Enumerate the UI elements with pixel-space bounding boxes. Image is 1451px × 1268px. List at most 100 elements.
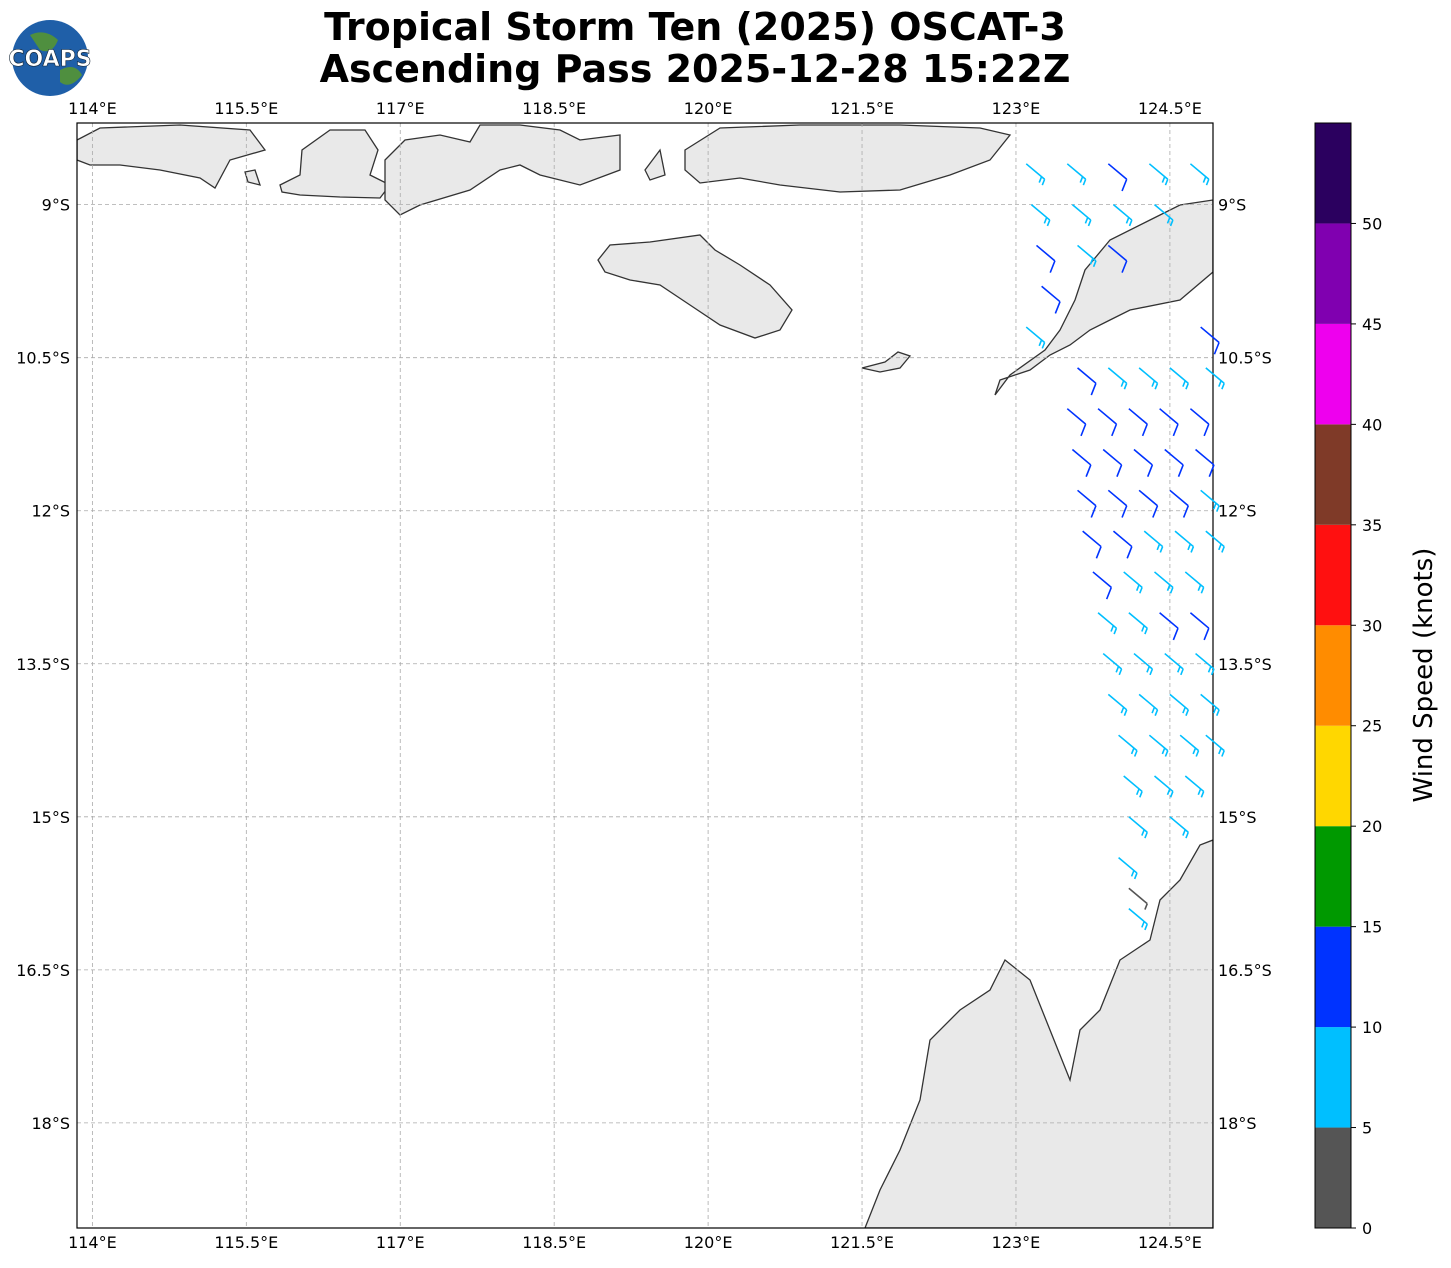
colorbar-segment <box>1315 926 1351 1028</box>
wind-barb <box>1066 163 1087 186</box>
colorbar-segment <box>1315 323 1351 425</box>
wind-barb <box>1071 204 1092 227</box>
colorbar-segment <box>1315 223 1351 324</box>
wind-barb <box>1118 857 1138 880</box>
title-line: Tropical Storm Ten (2025) OSCAT-3 <box>324 5 1066 49</box>
x-tick-label: 120°E <box>684 1233 733 1252</box>
wind-barb <box>1128 612 1148 635</box>
colorbar-tick-label: 10 <box>1362 1018 1382 1037</box>
x-tick-label: 117°E <box>376 1233 425 1252</box>
wind-barb <box>1174 530 1195 553</box>
wind-barb <box>1153 775 1174 798</box>
y-tick-label: 12°S <box>1218 502 1257 521</box>
colorbar-segment <box>1315 826 1351 927</box>
x-tick-label: 117°E <box>376 99 425 118</box>
land <box>384 124 621 216</box>
y-tick-label: 13.5°S <box>1218 655 1272 674</box>
wind-barb <box>1148 734 1169 757</box>
wind-barb <box>1112 204 1133 227</box>
colorbar-tick-label: 0 <box>1362 1219 1372 1238</box>
land-layer <box>77 124 1213 1228</box>
colorbar-tick-label: 40 <box>1362 415 1382 434</box>
logo-land <box>30 32 82 85</box>
wind-barb <box>1159 612 1179 641</box>
wind-barb <box>1179 734 1200 757</box>
wind-barb <box>1035 244 1056 273</box>
land <box>279 129 391 199</box>
x-tick-label: 124.5°E <box>1138 1233 1202 1252</box>
colorbar-segment <box>1315 424 1351 525</box>
wind-barb <box>1138 693 1159 716</box>
colorbar-tick-label: 15 <box>1362 918 1382 937</box>
wind-barb <box>1071 448 1092 477</box>
wind-barb <box>1195 652 1215 676</box>
wind-barb <box>1107 693 1128 716</box>
y-tick-label: 18°S <box>1218 1114 1257 1133</box>
wind-barb <box>1148 163 1169 186</box>
x-tick-label: 115.5°E <box>214 99 278 118</box>
colorbar-tick-label: 25 <box>1362 717 1382 736</box>
colorbar-segment <box>1315 725 1351 827</box>
wind-barb <box>1164 448 1184 477</box>
wind-barb <box>1107 367 1128 390</box>
wind-barb <box>1066 408 1087 437</box>
wind-barb <box>1128 816 1148 839</box>
colorbar-tick-label: 30 <box>1362 616 1382 635</box>
colorbar-tick-label: 20 <box>1362 817 1382 836</box>
title-line: Ascending Pass 2025-12-28 15:22Z <box>320 47 1071 91</box>
y-tick-label: 10.5°S <box>1218 349 1272 368</box>
wind-barb <box>1169 816 1190 839</box>
wind-barb <box>1025 326 1046 349</box>
wind-barb <box>1041 285 1061 314</box>
x-tick-label: 118.5°E <box>522 1233 586 1252</box>
wind-barb <box>1025 163 1046 186</box>
wind-barb <box>1112 530 1133 559</box>
y-tick-label: 13.5°S <box>16 655 70 674</box>
land <box>861 351 912 373</box>
wind-barb <box>1133 448 1154 477</box>
land <box>684 124 1012 193</box>
y-tick-label: 15°S <box>1218 808 1257 827</box>
land <box>244 169 261 186</box>
wind-barb <box>1189 163 1210 186</box>
wind-barb <box>1164 652 1184 676</box>
colorbar-tick-label: 45 <box>1362 315 1382 334</box>
wind-barb <box>1159 408 1179 437</box>
wind-barb <box>1077 489 1097 518</box>
x-tick-label: 121.5°E <box>830 99 894 118</box>
wind-barb <box>1143 530 1164 553</box>
wind-barb <box>1107 244 1128 273</box>
wind-barb <box>1102 652 1123 676</box>
wind-barb <box>1097 612 1118 635</box>
colorbar-tick-label: 5 <box>1362 1119 1372 1138</box>
wind-barb <box>1128 908 1148 931</box>
land <box>994 199 1213 396</box>
wind-barb <box>1107 163 1128 192</box>
x-tick-label: 121.5°E <box>830 1233 894 1252</box>
wind-barb <box>1128 887 1148 910</box>
wind-barb <box>1133 652 1154 676</box>
land <box>864 839 1213 1228</box>
y-tick-label: 18°S <box>31 1114 70 1133</box>
land <box>644 148 666 181</box>
wind-barb <box>1123 775 1143 798</box>
wind-barb <box>1123 571 1143 594</box>
wind-barb <box>1082 530 1102 559</box>
colorbar-segment <box>1315 123 1351 224</box>
map-frame <box>76 122 1214 1229</box>
wind-barb <box>1205 734 1225 757</box>
x-tick-label: 114°E <box>68 1233 117 1252</box>
y-tick-label: 16.5°S <box>1218 961 1272 980</box>
wind-barb <box>1118 734 1138 757</box>
wind-barb <box>1184 571 1205 594</box>
colorbar-segment <box>1315 1127 1351 1228</box>
wind-barb <box>1097 408 1118 437</box>
wind-barb <box>1200 693 1220 716</box>
y-tick-label: 16.5°S <box>16 961 70 980</box>
wind-barb <box>1189 408 1210 437</box>
y-tick-label: 9°S <box>42 196 70 215</box>
colorbar-tick-label: 35 <box>1362 516 1382 535</box>
colorbar-frame <box>1314 122 1352 1229</box>
wind-barb <box>1077 367 1097 396</box>
